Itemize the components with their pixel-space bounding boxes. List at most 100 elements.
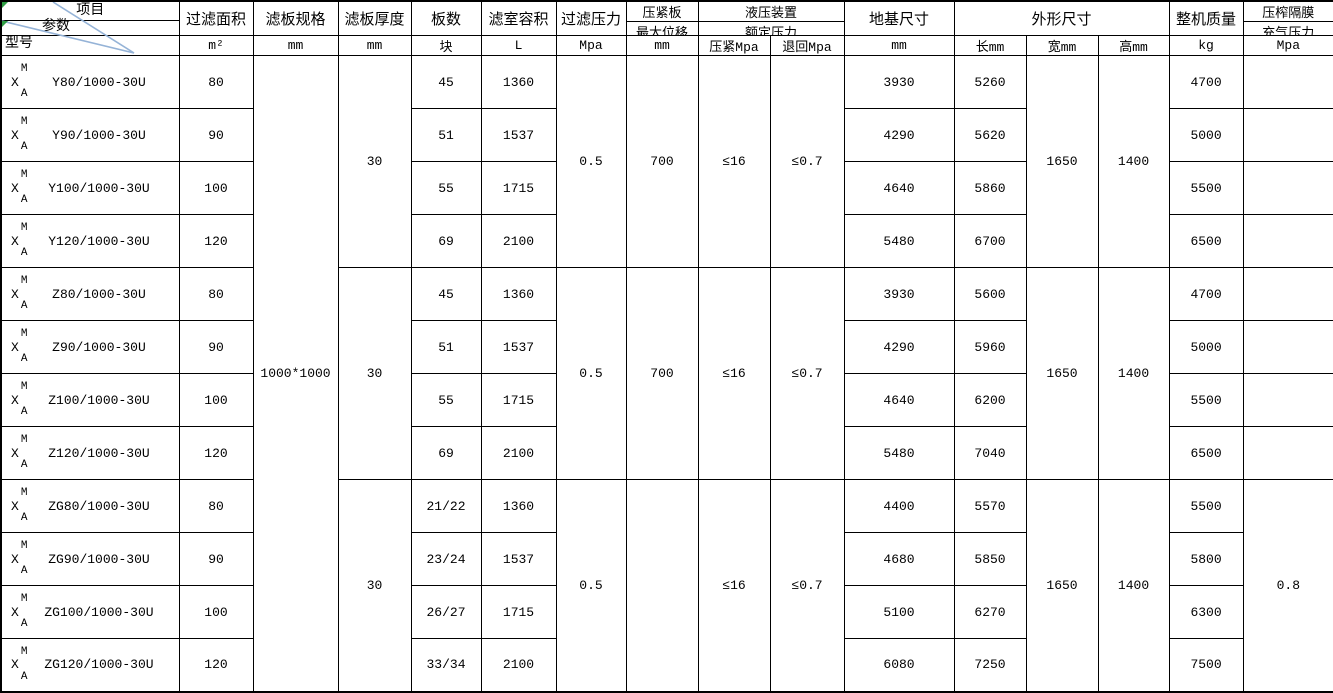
chamber-volume-cell: 1360: [480, 479, 557, 533]
unit-hydraulic-clamp: 压紧Mpa: [697, 35, 771, 56]
squeeze-pressure-cell-empty: [1242, 320, 1333, 374]
filter-pressure-cell: 0.5: [555, 55, 627, 268]
model-prefix-x: X: [11, 74, 19, 90]
foundation-cell: 5480: [843, 426, 955, 480]
model-cell: X M A Y90/1000-30U: [0, 108, 180, 162]
height-cell: 1400: [1097, 479, 1170, 692]
filter-area-cell: 80: [178, 55, 254, 109]
plate-thickness-cell: 30: [337, 55, 412, 268]
model-name: Y100/1000-30U: [48, 180, 150, 196]
length-cell: 5860: [953, 161, 1027, 215]
model-prefix-sup: M: [20, 540, 28, 552]
model-prefix-sub: A: [20, 512, 28, 524]
unit-plate-size: mm: [252, 35, 339, 56]
length-cell: 7250: [953, 638, 1027, 692]
plate-count-cell: 33/34: [410, 638, 482, 692]
foundation-cell: 4400: [843, 479, 955, 533]
header-press-plate-line1: 压紧板: [627, 2, 697, 22]
chamber-volume-cell: 2100: [480, 426, 557, 480]
squeeze-pressure-cell-empty: [1242, 426, 1333, 480]
plate-size-cell: 1000*1000: [252, 55, 339, 692]
corner-divider-line: [2, 35, 178, 36]
unit-foundation: mm: [843, 35, 955, 56]
length-cell: 5960: [953, 320, 1027, 374]
model-cell: X M A Y100/1000-30U: [0, 161, 180, 215]
max-displacement-cell: 700: [625, 55, 699, 268]
header-hydraulic-line2: 额定压力: [745, 26, 798, 36]
model-prefix-x: X: [11, 180, 19, 196]
chamber-volume-cell: 1537: [480, 532, 557, 586]
return-pressure-cell: ≤0.7: [769, 267, 845, 480]
model-prefix-sup: M: [20, 275, 28, 287]
model-name: ZG90/1000-30U: [48, 551, 150, 567]
model-prefix-sub: A: [20, 618, 28, 630]
header-squeeze-line1: 压榨隔膜: [1244, 2, 1333, 22]
chamber-volume-cell: 1537: [480, 108, 557, 162]
diagonal-divider: [2, 2, 135, 54]
foundation-cell: 4640: [843, 373, 955, 427]
model-prefix-sup: M: [20, 381, 28, 393]
model-name: ZG80/1000-30U: [48, 498, 150, 514]
weight-cell: 5000: [1168, 320, 1244, 374]
header-weight: 整机质量: [1168, 0, 1244, 36]
foundation-cell: 3930: [843, 55, 955, 109]
filter-area-cell: 80: [178, 479, 254, 533]
filter-area-cell: 120: [178, 214, 254, 268]
filter-pressure-cell: 0.5: [555, 479, 627, 692]
weight-cell: 4700: [1168, 267, 1244, 321]
chamber-volume-cell: 2100: [480, 638, 557, 692]
model-prefix-sup: M: [20, 593, 28, 605]
length-cell: 5620: [953, 108, 1027, 162]
chamber-volume-cell: 1360: [480, 55, 557, 109]
chamber-volume-cell: 1715: [480, 161, 557, 215]
model-cell: X M A Z90/1000-30U: [0, 320, 180, 374]
squeeze-pressure-cell-empty: [1242, 267, 1333, 321]
corner-header-cell: 项目 参数 型号: [0, 0, 180, 56]
model-name: ZG100/1000-30U: [44, 604, 154, 620]
plate-thickness-cell: 30: [337, 479, 412, 692]
model-name: Z90/1000-30U: [52, 339, 146, 355]
filter-area-cell: 100: [178, 373, 254, 427]
foundation-cell: 4290: [843, 108, 955, 162]
model-prefix-x: X: [11, 445, 19, 461]
return-pressure-cell: ≤0.7: [769, 479, 845, 692]
weight-cell: 5500: [1168, 161, 1244, 215]
model-prefix-x: X: [11, 604, 19, 620]
model-prefix-sub: A: [20, 565, 28, 577]
plate-count-cell: 55: [410, 373, 482, 427]
model-prefix-sub: A: [20, 141, 28, 153]
filter-area-cell: 90: [178, 532, 254, 586]
header-squeeze: 压榨隔膜 充气压力: [1242, 0, 1333, 36]
weight-cell: 7500: [1168, 638, 1244, 692]
weight-cell: 6500: [1168, 426, 1244, 480]
model-prefix-sup: M: [20, 222, 28, 234]
model-prefix-sup: M: [20, 116, 28, 128]
chamber-volume-cell: 1715: [480, 585, 557, 639]
unit-filter-pressure: Mpa: [555, 35, 627, 56]
header-press-plate: 压紧板 最大位移: [625, 0, 699, 36]
model-prefix-x: X: [11, 498, 19, 514]
model-prefix-sup: M: [20, 328, 28, 340]
model-prefix-sup: M: [20, 169, 28, 181]
foundation-cell: 3930: [843, 267, 955, 321]
header-hydraulic: 液压装置 额定压力: [697, 0, 845, 36]
corner-label-project: 项目: [76, 3, 105, 19]
chamber-volume-cell: 1537: [480, 320, 557, 374]
model-prefix-x: X: [11, 127, 19, 143]
filter-area-cell: 90: [178, 108, 254, 162]
error-indicator-icon: [2, 2, 8, 8]
length-cell: 6700: [953, 214, 1027, 268]
model-name: Y120/1000-30U: [48, 233, 150, 249]
model-prefix-sub: A: [20, 247, 28, 259]
model-prefix-sub: A: [20, 406, 28, 418]
model-prefix-sub: A: [20, 670, 28, 683]
model-prefix-sub: A: [20, 353, 28, 365]
width-cell: 1650: [1025, 479, 1099, 692]
filter-pressure-cell: 0.5: [555, 267, 627, 480]
width-cell: 1650: [1025, 267, 1099, 480]
width-cell: 1650: [1025, 55, 1099, 268]
chamber-volume-cell: 1715: [480, 373, 557, 427]
model-name: Y80/1000-30U: [52, 74, 146, 90]
return-pressure-cell: ≤0.7: [769, 55, 845, 268]
